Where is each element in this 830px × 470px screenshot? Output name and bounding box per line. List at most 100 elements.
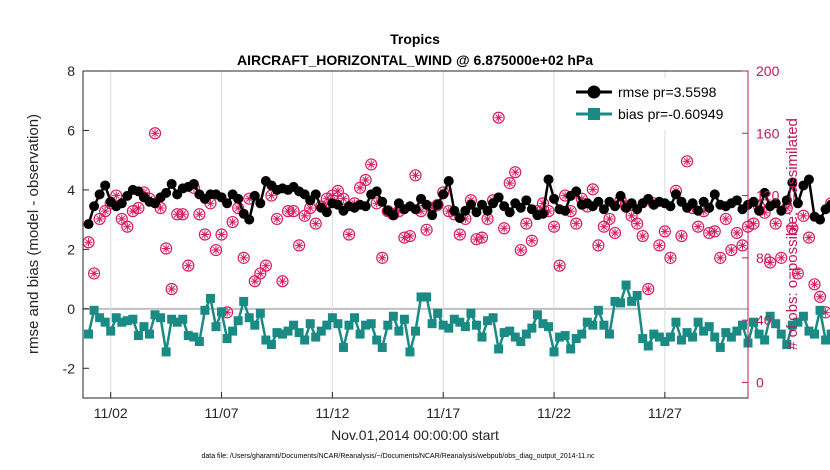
possible-circle	[193, 208, 206, 221]
obs-count-marker	[99, 205, 112, 218]
assimilated-star	[667, 254, 674, 262]
obs-count-marker	[714, 251, 727, 264]
bias-point	[599, 320, 609, 330]
bias-point	[671, 317, 681, 327]
x-axis-label: Nov.01,2014 00:00:00 start	[331, 427, 499, 443]
possible-circle	[725, 243, 738, 257]
possible-circle	[237, 251, 250, 264]
obs-count-marker	[592, 239, 605, 252]
assimilated-star	[295, 242, 303, 249]
bias-point	[521, 329, 531, 339]
rmse-point	[598, 204, 609, 215]
bias-point	[627, 296, 637, 306]
obs-count-marker	[692, 220, 705, 233]
obs-count-marker	[270, 212, 284, 226]
bias-point	[327, 313, 337, 323]
obs-count-marker	[675, 229, 688, 243]
bias-point	[305, 319, 315, 329]
obs-count-marker	[680, 155, 694, 168]
bias-point	[793, 317, 803, 327]
bias-point	[399, 314, 409, 324]
possible-circle	[503, 177, 516, 190]
assimilated-star	[151, 129, 159, 137]
assimilated-star	[212, 246, 220, 254]
y-tick-label-right: 0	[756, 374, 764, 390]
bias-point	[516, 337, 526, 347]
obs-count-marker	[475, 231, 489, 244]
obs-count-marker	[808, 278, 821, 291]
x-tick-label: 11/22	[537, 405, 571, 421]
possible-circle	[525, 234, 538, 247]
y-tick-label-left: 2	[67, 241, 75, 257]
obs-count-marker	[547, 220, 561, 233]
assimilated-star	[229, 218, 236, 226]
rmse-point	[731, 195, 742, 206]
legend-rmse-marker	[587, 85, 601, 99]
rmse-point	[754, 205, 765, 216]
possible-circle	[165, 282, 178, 296]
bias-point	[316, 326, 326, 336]
assimilated-star	[716, 254, 724, 262]
assimilated-star	[367, 161, 375, 168]
obs-count-marker	[121, 220, 134, 233]
obs-count-marker	[597, 220, 611, 233]
bias-series	[84, 280, 830, 357]
bias-point	[333, 319, 343, 329]
y-tick-label-left: 4	[67, 182, 75, 198]
rmse-point	[432, 199, 443, 210]
rmse-point	[83, 219, 94, 230]
possible-circle	[121, 220, 134, 233]
possible-circle	[509, 166, 522, 179]
possible-circle	[492, 111, 505, 124]
obs-count-marker	[110, 189, 123, 202]
bias-point	[704, 322, 714, 332]
assimilated-star	[312, 220, 320, 227]
bias-point	[494, 344, 504, 354]
obs-count-marker	[287, 205, 300, 218]
rmse-point	[670, 189, 681, 200]
rmse-series	[83, 174, 830, 230]
rmse-point	[454, 213, 465, 224]
bias-point	[549, 347, 559, 357]
bias-point	[222, 334, 232, 344]
assimilated-star	[644, 285, 652, 293]
bias-point	[749, 317, 759, 327]
bias-point	[638, 334, 648, 344]
bias-point	[150, 310, 160, 320]
bias-point	[350, 313, 360, 323]
bias-point	[228, 326, 238, 336]
possible-circle	[608, 226, 622, 240]
bias-point	[444, 323, 454, 333]
possible-circle	[453, 228, 466, 241]
rmse-point	[371, 186, 382, 197]
rmse-point	[410, 204, 421, 215]
possible-circle	[791, 267, 804, 280]
obs-count-marker	[769, 217, 782, 230]
possible-circle	[586, 183, 599, 196]
assimilated-star	[816, 293, 824, 301]
possible-circle	[714, 251, 727, 264]
possible-circle	[475, 231, 489, 244]
possible-circle	[182, 259, 195, 272]
bias-point	[505, 326, 515, 336]
obs-count-marker	[365, 158, 378, 171]
obs-count-marker	[226, 215, 239, 229]
assimilated-star	[739, 242, 746, 249]
y-tick-label-right: 200	[756, 63, 780, 79]
bias-point	[194, 337, 204, 347]
obs-count-marker	[342, 228, 356, 241]
obs-count-marker	[603, 212, 616, 226]
bias-point	[682, 328, 692, 338]
bias-point	[665, 332, 675, 342]
bias-point	[344, 320, 354, 330]
bias-point	[416, 292, 426, 302]
bias-point	[754, 329, 764, 339]
chart-subtitle: AIRCRAFT_HORIZONTAL_WIND @ 6.875000e+02 …	[237, 52, 593, 68]
obs-count-marker	[254, 267, 267, 280]
y-tick-label-left: 0	[67, 301, 75, 317]
assimilated-star	[168, 285, 175, 293]
bias-point	[710, 332, 720, 342]
bias-point	[616, 298, 626, 308]
possible-circle	[730, 226, 744, 240]
possible-circle	[631, 217, 644, 230]
